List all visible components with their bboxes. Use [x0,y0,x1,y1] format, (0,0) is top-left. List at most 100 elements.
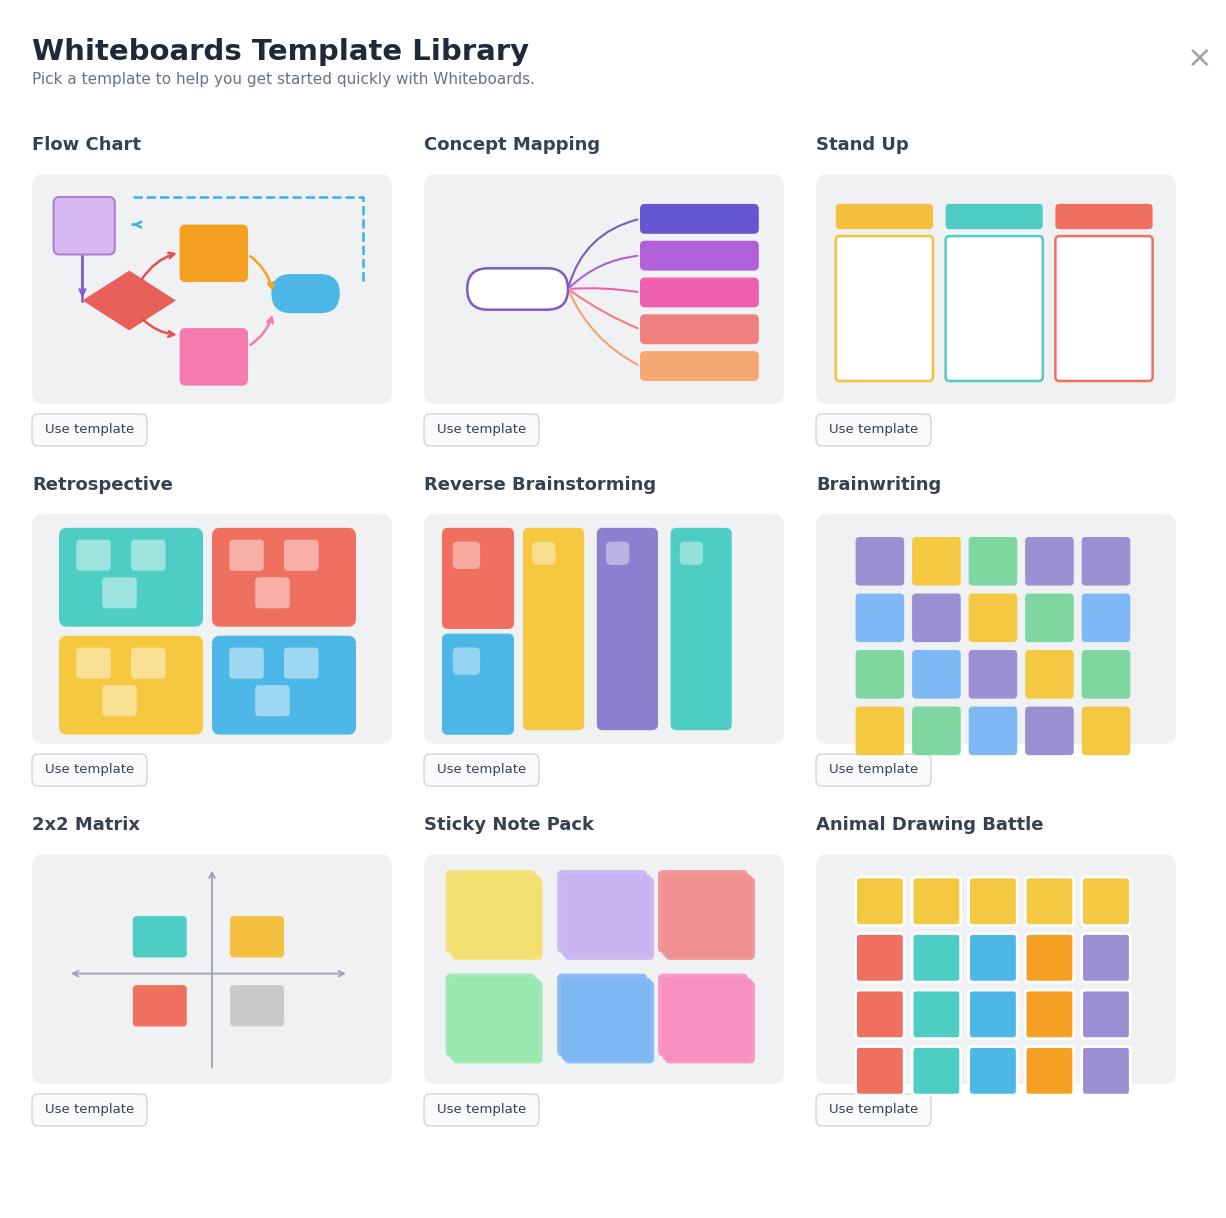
FancyBboxPatch shape [1081,706,1130,755]
FancyBboxPatch shape [102,686,137,716]
FancyBboxPatch shape [532,542,555,565]
FancyBboxPatch shape [102,577,137,608]
FancyBboxPatch shape [212,636,356,734]
Text: Use template: Use template [436,424,526,436]
FancyBboxPatch shape [467,268,568,309]
FancyBboxPatch shape [59,527,204,627]
FancyBboxPatch shape [1025,877,1074,926]
FancyBboxPatch shape [424,514,783,744]
FancyBboxPatch shape [557,870,647,952]
Text: 2x2 Matrix: 2x2 Matrix [32,816,140,834]
Text: Use template: Use template [436,764,526,777]
FancyBboxPatch shape [443,527,514,628]
FancyBboxPatch shape [424,174,783,404]
FancyBboxPatch shape [969,877,1018,926]
FancyBboxPatch shape [1081,537,1130,586]
FancyBboxPatch shape [856,933,905,982]
FancyBboxPatch shape [229,648,264,678]
FancyBboxPatch shape [424,414,539,446]
FancyBboxPatch shape [32,1094,147,1125]
FancyBboxPatch shape [1081,877,1130,926]
FancyBboxPatch shape [640,314,759,345]
FancyBboxPatch shape [255,686,289,716]
FancyBboxPatch shape [640,278,759,307]
FancyBboxPatch shape [32,414,147,446]
Text: Pick a template to help you get started quickly with Whiteboards.: Pick a template to help you get started … [32,72,535,86]
FancyBboxPatch shape [1025,706,1074,755]
FancyBboxPatch shape [856,650,905,699]
Text: Brainwriting: Brainwriting [817,476,942,495]
FancyBboxPatch shape [597,527,658,731]
FancyBboxPatch shape [131,648,166,678]
Text: Use template: Use template [829,1104,918,1117]
FancyBboxPatch shape [1025,1046,1074,1095]
FancyBboxPatch shape [212,527,356,627]
FancyBboxPatch shape [564,877,655,960]
FancyBboxPatch shape [912,933,961,982]
FancyBboxPatch shape [912,990,961,1039]
FancyBboxPatch shape [1081,650,1130,699]
Text: Flow Chart: Flow Chart [32,136,141,153]
FancyBboxPatch shape [1025,537,1074,586]
FancyBboxPatch shape [450,978,539,1061]
FancyBboxPatch shape [817,854,1176,1084]
FancyBboxPatch shape [640,203,759,234]
FancyBboxPatch shape [1025,990,1074,1039]
FancyBboxPatch shape [32,754,147,786]
FancyBboxPatch shape [230,916,284,957]
Text: Retrospective: Retrospective [32,476,173,495]
FancyBboxPatch shape [969,990,1018,1039]
FancyBboxPatch shape [912,537,961,586]
FancyBboxPatch shape [664,980,755,1063]
FancyBboxPatch shape [132,985,186,1027]
Text: Whiteboards Template Library: Whiteboards Template Library [32,38,530,66]
FancyBboxPatch shape [284,540,319,571]
FancyBboxPatch shape [836,236,933,381]
FancyBboxPatch shape [179,328,248,386]
FancyBboxPatch shape [640,241,759,270]
FancyBboxPatch shape [1081,593,1130,642]
Text: Use template: Use template [829,764,918,777]
FancyBboxPatch shape [562,875,651,957]
FancyBboxPatch shape [856,706,905,755]
Text: Sticky Note Pack: Sticky Note Pack [424,816,595,834]
FancyBboxPatch shape [32,854,392,1084]
FancyBboxPatch shape [1025,650,1074,699]
FancyBboxPatch shape [664,877,755,960]
FancyBboxPatch shape [443,633,514,734]
FancyBboxPatch shape [131,540,166,571]
FancyBboxPatch shape [1081,990,1130,1039]
FancyBboxPatch shape [445,973,536,1056]
FancyBboxPatch shape [1025,933,1074,982]
FancyBboxPatch shape [452,542,481,569]
FancyBboxPatch shape [817,174,1176,404]
FancyBboxPatch shape [132,916,186,957]
FancyBboxPatch shape [452,648,481,675]
FancyBboxPatch shape [679,542,702,565]
FancyBboxPatch shape [945,236,1043,381]
FancyBboxPatch shape [424,1094,539,1125]
FancyBboxPatch shape [271,274,340,313]
FancyBboxPatch shape [179,224,248,283]
FancyBboxPatch shape [912,1046,961,1095]
FancyBboxPatch shape [856,1046,905,1095]
FancyBboxPatch shape [662,978,753,1061]
FancyBboxPatch shape [230,985,284,1027]
FancyBboxPatch shape [1081,1046,1130,1095]
FancyBboxPatch shape [524,527,585,731]
FancyBboxPatch shape [564,980,655,1063]
FancyBboxPatch shape [969,593,1018,642]
FancyBboxPatch shape [424,754,539,786]
FancyBboxPatch shape [1025,593,1074,642]
FancyBboxPatch shape [969,650,1018,699]
FancyBboxPatch shape [671,527,732,731]
FancyBboxPatch shape [255,577,289,608]
FancyBboxPatch shape [32,514,392,744]
Text: ×: × [1187,44,1213,73]
FancyBboxPatch shape [836,203,933,229]
FancyBboxPatch shape [912,706,961,755]
FancyBboxPatch shape [606,542,629,565]
FancyBboxPatch shape [817,754,931,786]
Polygon shape [82,270,177,330]
FancyBboxPatch shape [229,540,264,571]
